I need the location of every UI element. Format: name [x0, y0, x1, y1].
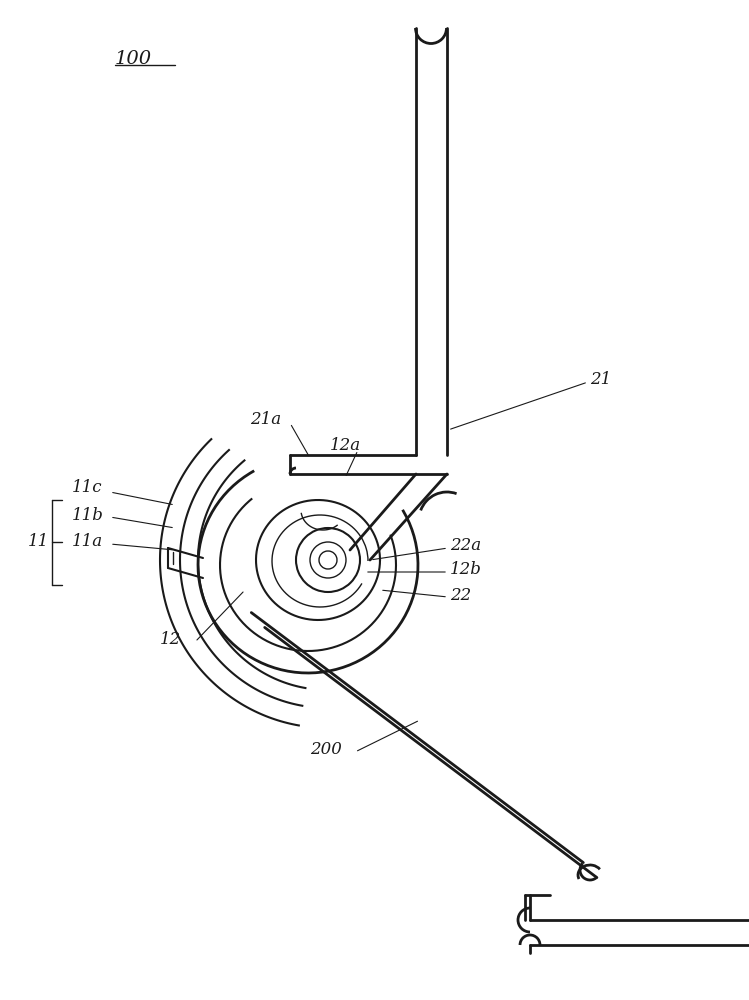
Text: 11: 11 [28, 534, 49, 550]
Text: 22: 22 [450, 586, 471, 603]
Text: 11b: 11b [72, 506, 104, 524]
Text: 11c: 11c [72, 480, 103, 496]
Text: 100: 100 [115, 50, 152, 68]
Text: 22a: 22a [450, 536, 481, 554]
Text: 21: 21 [590, 371, 611, 388]
Text: 12: 12 [160, 632, 181, 648]
Text: 21a: 21a [250, 412, 281, 428]
Text: 11a: 11a [72, 534, 103, 550]
Text: 200: 200 [310, 742, 342, 758]
Text: 12b: 12b [450, 562, 482, 578]
Text: 12a: 12a [330, 436, 361, 454]
